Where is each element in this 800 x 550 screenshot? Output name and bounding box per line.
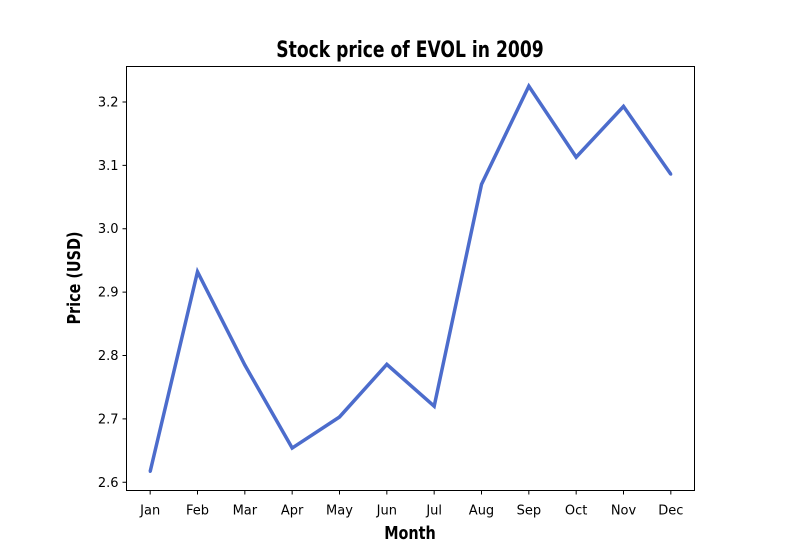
x-axis: Jan Feb Mar Apr May Jun Jul Aug Sep Oct Nov Dec <box>139 490 683 519</box>
data-point <box>290 446 294 450</box>
data-point <box>196 270 199 274</box>
y-axis: 2.6 2.7 2.8 2.9 3.0 3.1 3.2 <box>98 95 127 491</box>
x-tick-label: Oct <box>565 504 587 519</box>
data-point <box>480 182 483 186</box>
data-point <box>574 155 578 159</box>
data-point <box>622 104 625 108</box>
x-tick-label: Apr <box>281 504 304 519</box>
series-layer <box>148 82 673 473</box>
x-tick-label: Feb <box>186 504 209 519</box>
data-point <box>148 469 152 473</box>
data-point <box>527 84 531 88</box>
x-tick-label: Jun <box>376 504 397 519</box>
x-tick-label: Jan <box>139 504 160 519</box>
series-line <box>148 82 673 472</box>
y-tick-label: 3.1 <box>98 159 119 174</box>
plot-frame <box>126 66 695 491</box>
data-point <box>243 363 247 367</box>
data-point <box>669 172 673 176</box>
y-tick-label: 3.2 <box>98 95 119 110</box>
x-tick-label: May <box>326 504 353 519</box>
y-axis-label: Price (USD) <box>63 232 84 325</box>
data-point <box>385 362 389 366</box>
y-tick-label: 2.8 <box>98 349 119 364</box>
x-axis-label: Month <box>384 522 436 543</box>
y-tick-label: 3.0 <box>98 222 119 237</box>
x-tick-label: Sep <box>517 504 542 519</box>
x-tick-label: Jul <box>425 504 442 519</box>
chart-title: Stock price of EVOL in 2009 <box>276 37 543 63</box>
x-tick-label: Nov <box>611 504 637 519</box>
x-tick-label: Aug <box>469 504 494 519</box>
y-tick-label: 2.9 <box>98 286 119 301</box>
x-tick-label: Dec <box>658 504 683 519</box>
data-point <box>338 415 341 419</box>
y-tick-label: 2.6 <box>98 476 119 491</box>
y-tick-label: 2.7 <box>98 412 119 427</box>
data-point <box>432 404 436 408</box>
x-tick-label: Mar <box>233 504 258 519</box>
